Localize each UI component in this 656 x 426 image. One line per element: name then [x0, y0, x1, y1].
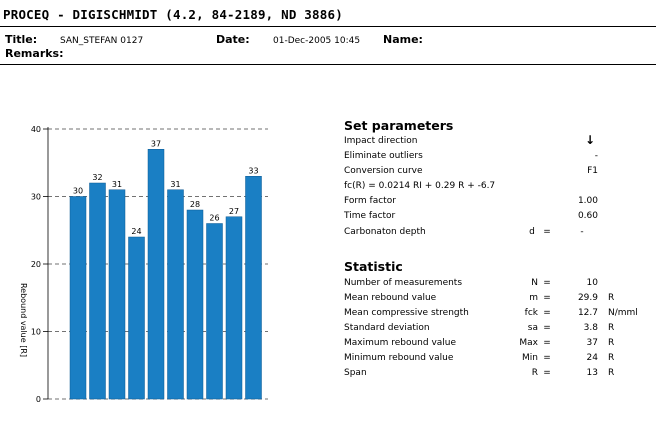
- statistic-row-symbol: Max: [519, 338, 538, 348]
- report-title: PROCEQ - DIGISCHMIDT (4.2, 84-2189, ND 3…: [3, 7, 343, 22]
- statistic-row-equals: =: [543, 278, 551, 288]
- eliminate-outliers-value: -: [594, 151, 598, 161]
- eliminate-outliers-label: Eliminate outliers: [344, 151, 423, 161]
- chart-data-labels: 30 32 31 24 37 31 28 26 27 33: [73, 139, 259, 236]
- statistic-row-value: 10: [586, 278, 598, 288]
- statistic-title: Statistic: [344, 259, 403, 274]
- statistic-row-value: 37: [586, 338, 598, 348]
- title-label: Title:: [5, 33, 38, 46]
- statistic-row-unit: R: [608, 293, 615, 303]
- statistic-row-equals: =: [543, 338, 551, 348]
- arrow-down-icon: ↓: [584, 133, 596, 147]
- statistic-row-label: Mean rebound value: [344, 293, 437, 303]
- chart-y-ticks: 0 10 20 30 40: [31, 125, 49, 404]
- bar: [108, 189, 126, 400]
- y-tick-label: 30: [31, 193, 41, 202]
- statistic-row-symbol: Min: [522, 353, 538, 363]
- bar: [245, 176, 262, 400]
- carbonation-depth-equals: =: [543, 227, 551, 237]
- bar-value-label: 30: [73, 187, 83, 196]
- chart-bars: [69, 149, 262, 400]
- statistic-row-value: 3.8: [583, 323, 598, 333]
- statistic-row-label: Number of measurements: [344, 278, 463, 288]
- statistic-row-label: Minimum rebound value: [344, 353, 454, 363]
- statistic-row-symbol: sa: [527, 323, 538, 333]
- remarks-rule: [0, 64, 656, 65]
- carbonation-depth-value: -: [580, 227, 584, 237]
- bar-value-label: 31: [170, 180, 180, 189]
- statistic-row-equals: =: [543, 353, 551, 363]
- statistic-row-unit: R: [608, 338, 615, 348]
- y-tick-label: 10: [31, 328, 41, 337]
- bar: [69, 196, 87, 400]
- carbonation-depth-label: Carbonaton depth: [344, 227, 426, 237]
- y-tick-label: 20: [31, 260, 41, 269]
- remarks-label: Remarks:: [5, 47, 64, 60]
- header-rule: [0, 26, 656, 27]
- statistic-row-label: Standard deviation: [344, 323, 430, 333]
- statistic-row-label: Span: [344, 368, 367, 378]
- date-value: 01-Dec-2005 10:45: [273, 36, 361, 46]
- statistic-row-label: Mean compressive strength: [344, 308, 469, 318]
- statistic-row-equals: =: [543, 308, 551, 318]
- title-value: SAN_STEFAN 0127: [60, 36, 144, 46]
- statistic-row-symbol: R: [531, 368, 538, 378]
- conversion-curve-label: Conversion curve: [344, 166, 423, 176]
- set-parameters-title: Set parameters: [344, 118, 454, 133]
- conversion-curve-value: F1: [587, 166, 598, 176]
- statistic-row-equals: =: [543, 368, 551, 378]
- bar: [89, 182, 106, 400]
- statistic-row-unit: R: [608, 323, 615, 333]
- statistic-row-value: 12.7: [577, 308, 598, 318]
- rebound-bar-chart: Rebound value [R] 30 32 31 24 37 31 28 26 27 33 0…: [19, 125, 268, 404]
- statistic-row-unit: R: [608, 368, 615, 378]
- bar-value-label: 37: [151, 139, 161, 148]
- form-factor-label: Form factor: [344, 196, 396, 206]
- bar-value-label: 31: [112, 180, 122, 189]
- statistic-row-value: 29.9: [577, 293, 598, 303]
- carbonation-depth-symbol: d: [529, 227, 535, 237]
- bar: [147, 149, 165, 400]
- statistic-row-value: 13: [586, 368, 598, 378]
- bar: [186, 209, 204, 400]
- bar-value-label: 28: [190, 200, 200, 209]
- statistic-row-equals: =: [543, 293, 551, 303]
- bar-value-label: 32: [92, 173, 102, 182]
- bar-value-label: 26: [209, 214, 219, 223]
- statistic-row-label: Maximum rebound value: [344, 338, 457, 348]
- statistic-row-unit: R: [608, 353, 615, 363]
- y-tick-label: 40: [31, 125, 41, 134]
- bar: [225, 216, 243, 400]
- time-factor-label: Time factor: [344, 211, 396, 221]
- y-tick-label: 0: [36, 395, 41, 404]
- bar: [128, 236, 145, 400]
- impact-direction-label: Impact direction: [344, 136, 418, 146]
- date-label: Date:: [216, 33, 250, 46]
- bar-value-label: 33: [248, 166, 258, 175]
- bar: [167, 189, 184, 400]
- statistic-row-symbol: N: [531, 278, 538, 288]
- time-factor-value: 0.60: [577, 211, 598, 221]
- statistic-row-symbol: m: [529, 293, 538, 303]
- statistic-row-value: 24: [586, 353, 598, 363]
- bar-value-label: 24: [131, 227, 141, 236]
- bar-value-label: 27: [229, 207, 239, 216]
- form-factor-value: 1.00: [577, 196, 598, 206]
- y-axis-label: Rebound value [R]: [19, 283, 28, 357]
- statistic-row-unit: N/mml: [608, 308, 638, 318]
- statistic-row-symbol: fck: [524, 308, 538, 318]
- statistic-row-equals: =: [543, 323, 551, 333]
- conversion-formula: fc(R) = 0.0214 RI + 0.29 R + -6.7: [344, 181, 496, 191]
- name-label: Name:: [383, 33, 423, 46]
- bar: [206, 223, 223, 400]
